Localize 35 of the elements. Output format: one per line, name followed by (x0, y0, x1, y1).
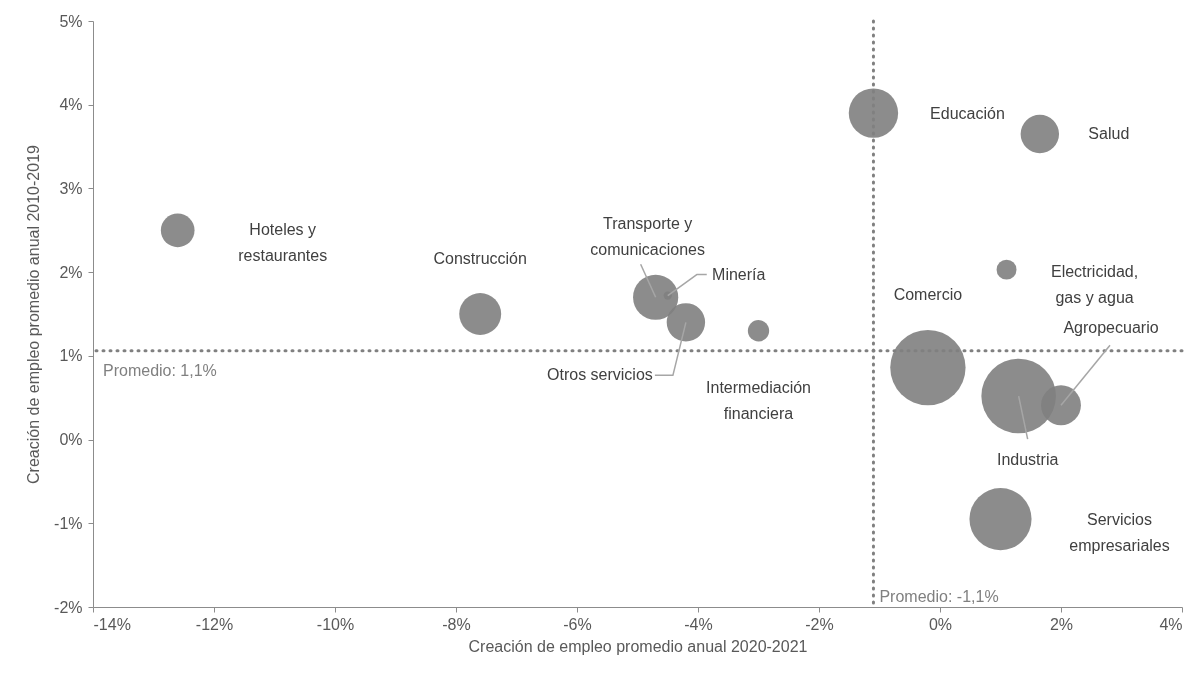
x-tick-label: 0% (928, 615, 953, 633)
y-tick-label: 2% (59, 263, 83, 281)
annotation: Servicios empresariales (1069, 511, 1170, 555)
annotation: Construcción (433, 250, 527, 267)
y-tick-label: 5% (59, 12, 83, 30)
y-tick-label: 3% (59, 179, 83, 197)
y-tick-label: 4% (59, 96, 83, 114)
annotation: Agropecuario (1063, 319, 1159, 337)
y-tick-label: -2% (54, 598, 83, 616)
x-tick-label: -2% (805, 615, 834, 633)
x-tick-label: -6% (563, 615, 592, 633)
annotation: Hoteles y restaurantes (238, 221, 328, 265)
ref-line-label: Promedio: 1,1% (103, 361, 217, 379)
annotation: Otros servicios (547, 366, 653, 384)
annotation: Electricidad, gas y agua (1050, 262, 1139, 306)
annotation: Salud (1088, 125, 1130, 143)
annotation: Intermediación financiera (706, 378, 811, 422)
annotation: Minería (712, 265, 766, 283)
x-tick-label: -14% (93, 615, 131, 633)
annotation: Educación (930, 105, 1005, 123)
annotation: Transporte y comunicaciones (590, 215, 706, 259)
y-axis-title: Creación de empleo promedio anual 2010-2019 (25, 144, 43, 484)
y-tick-label: 0% (59, 431, 83, 449)
x-tick-label: -10% (316, 615, 355, 633)
ref-line-label: Promedio: -1,1% (879, 588, 999, 605)
x-axis-title: Creación de empleo promedio anual 2020-2021 (468, 637, 808, 655)
annotation: Industria (996, 451, 1059, 469)
x-tick-label: -12% (195, 615, 234, 633)
x-tick-label: 2% (1049, 615, 1074, 633)
x-tick-label: 4% (1159, 615, 1183, 633)
x-tick-label: -8% (442, 615, 471, 633)
annotation: Comercio (893, 285, 963, 303)
y-tick-label: 1% (59, 347, 83, 365)
y-tick-label: -1% (54, 514, 83, 532)
x-tick-label: -4% (684, 615, 713, 633)
